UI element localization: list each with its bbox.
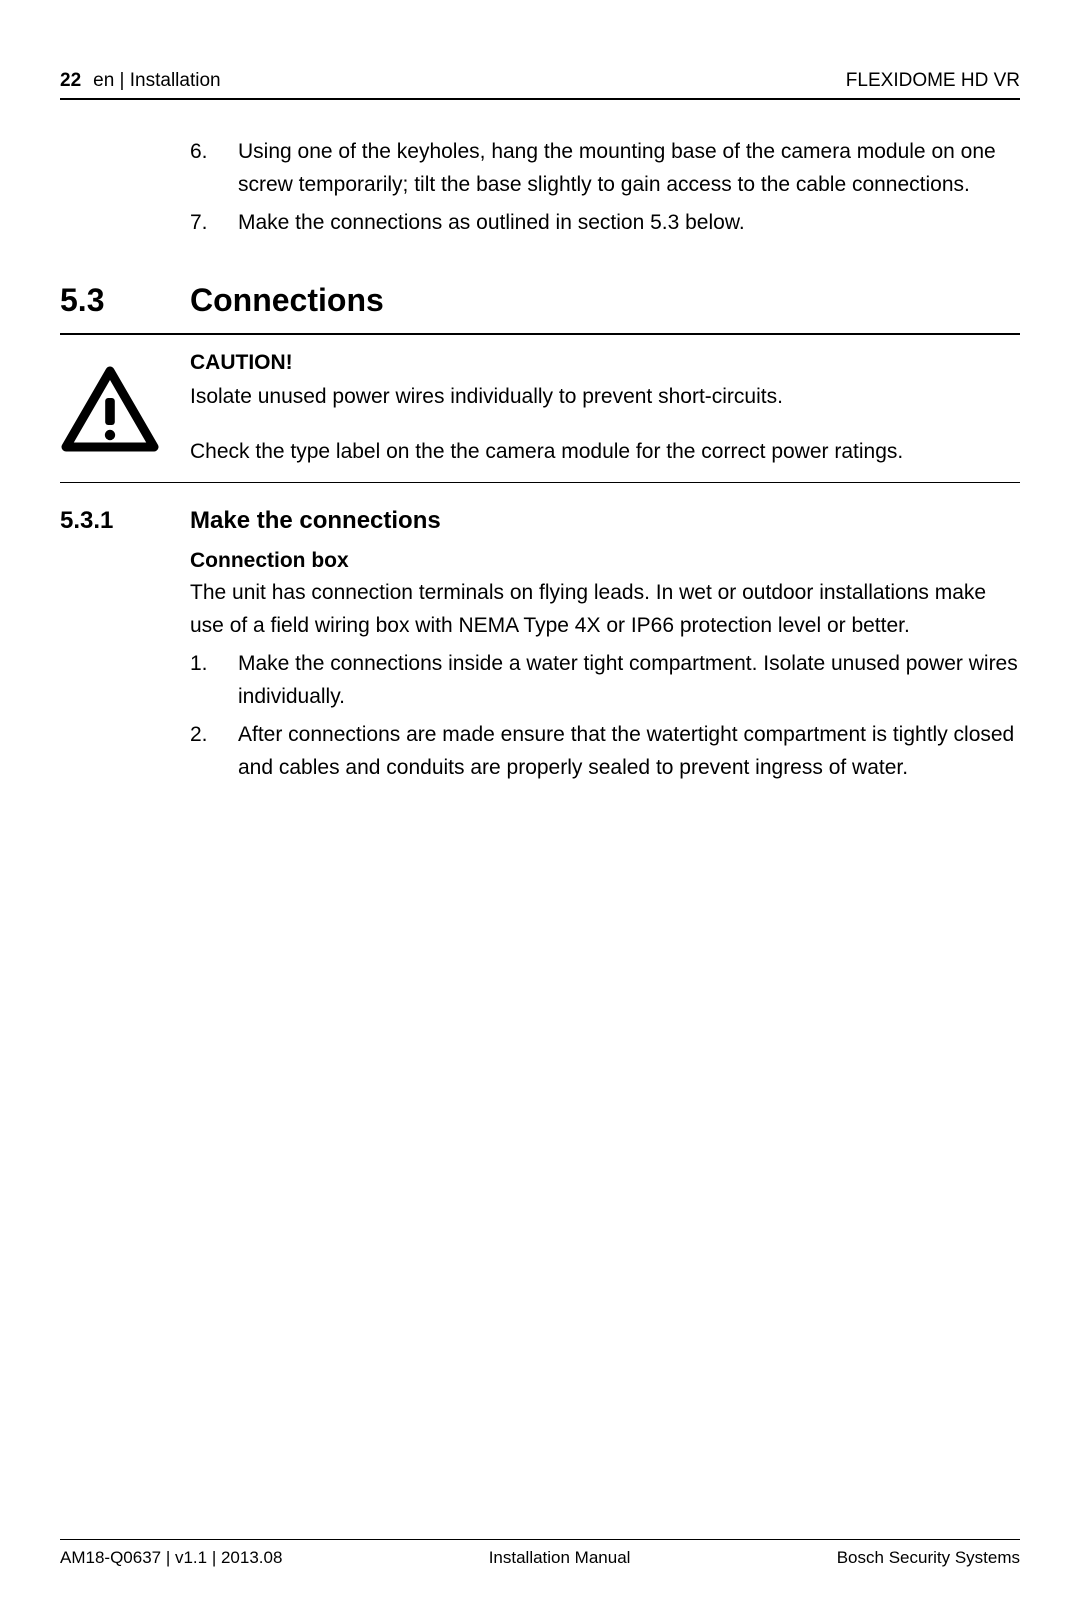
footer-right: Bosch Security Systems: [837, 1548, 1020, 1568]
header-section-path: en | Installation: [93, 70, 220, 91]
footer-center: Installation Manual: [489, 1548, 631, 1568]
intro-list: 6. Using one of the keyholes, hang the m…: [60, 136, 1020, 240]
subsection-title: Make the connections: [190, 507, 441, 535]
caution-text: CAUTION! Isolate unused power wires indi…: [190, 347, 1020, 469]
caution-block: CAUTION! Isolate unused power wires indi…: [60, 335, 1020, 483]
section-heading: 5.3 Connections: [60, 282, 1020, 319]
list-text: Make the connections inside a water tigh…: [238, 648, 1020, 713]
divider: [60, 482, 1020, 483]
list-item: 2. After connections are made ensure tha…: [190, 719, 1020, 784]
subsection-heading: 5.3.1 Make the connections: [60, 507, 1020, 535]
list-item: 7. Make the connections as outlined in s…: [190, 207, 1020, 240]
subsection-number: 5.3.1: [60, 507, 190, 535]
section-title: Connections: [190, 282, 384, 319]
list-number: 6.: [190, 136, 238, 201]
caution-title: CAUTION!: [190, 347, 1020, 380]
header-product: FLEXIDOME HD VR: [846, 70, 1020, 92]
page-number: 22: [60, 70, 81, 91]
page-footer: AM18-Q0637 | v1.1 | 2013.08 Installation…: [60, 1539, 1020, 1568]
warning-triangle-icon: [60, 365, 160, 455]
subsection-body: Connection box The unit has connection t…: [60, 549, 1020, 784]
caution-para-1: Isolate unused power wires individually …: [190, 381, 1020, 414]
list-item: 1. Make the connections inside a water t…: [190, 648, 1020, 713]
list-number: 2.: [190, 719, 238, 784]
caution-para-2: Check the type label on the the camera m…: [190, 436, 1020, 469]
list-number: 1.: [190, 648, 238, 713]
footer-left: AM18-Q0637 | v1.1 | 2013.08: [60, 1548, 282, 1568]
list-text: Using one of the keyholes, hang the moun…: [238, 136, 1020, 201]
list-number: 7.: [190, 207, 238, 240]
header-left: 22 en | Installation: [60, 70, 221, 92]
body-paragraph: The unit has connection terminals on fly…: [190, 577, 1020, 642]
list-text: After connections are made ensure that t…: [238, 719, 1020, 784]
list-text: Make the connections as outlined in sect…: [238, 207, 1020, 240]
page-header: 22 en | Installation FLEXIDOME HD VR: [60, 70, 1020, 100]
run-in-heading: Connection box: [190, 549, 1020, 573]
caution-icon-column: [60, 347, 190, 469]
list-item: 6. Using one of the keyholes, hang the m…: [190, 136, 1020, 201]
section-number: 5.3: [60, 282, 190, 319]
